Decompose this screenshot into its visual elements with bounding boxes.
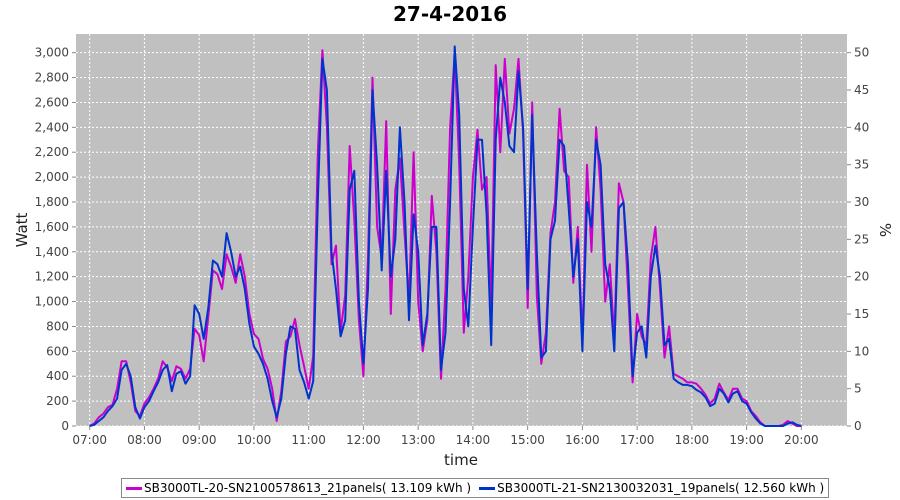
y2-axis-label: % [876,223,894,237]
x-tick-label: 19:00 [729,433,764,447]
x-tick-label: 20:00 [784,433,819,447]
series-line-2 [89,45,802,427]
y-tick-label: 2,400 [35,120,69,134]
x-axis-label: time [444,451,478,469]
y-tick-label: 600 [46,344,69,358]
x-tick-label: 11:00 [291,433,326,447]
y2-tick-label: 5 [854,382,862,396]
y2-tick-label: 20 [854,270,869,284]
x-tick-label: 18:00 [675,433,710,447]
legend-label-series-2: SB3000TL-21-SN2130032031_19panels( 12.56… [497,481,825,495]
y2-tick-label: 0 [854,419,862,433]
y-tick-label: 400 [46,369,69,383]
y2-tick-label: 50 [854,46,869,60]
y-tick-label: 1,800 [35,195,69,209]
y-tick-label: 800 [46,319,69,333]
y-tick-label: 3,000 [35,46,69,60]
y-tick-label: 1,000 [35,295,69,309]
y2-axis: 0 5 10 15 20 25 30 35 40 45 50 [847,46,869,433]
x-tick-label: 07:00 [72,433,107,447]
x-tick-label: 10:00 [237,433,272,447]
y-tick-label: 2,200 [35,145,69,159]
y2-tick-label: 35 [854,158,869,172]
x-tick-label: 09:00 [182,433,217,447]
y-tick-label: 0 [61,419,69,433]
x-tick-label: 15:00 [510,433,545,447]
legend-swatch-series-1 [126,486,142,490]
y-tick-label: 1,400 [35,245,69,259]
x-tick-label: 12:00 [346,433,381,447]
y-tick-label: 2,000 [35,170,69,184]
y-tick-label: 2,600 [35,95,69,109]
legend-item-series-1: SB3000TL-20-SN2100578613_21panels( 13.10… [126,481,471,495]
x-tick-label: 14:00 [456,433,491,447]
chart-title: 27-4-2016 [393,2,507,26]
y-tick-label: 2,800 [35,71,69,85]
legend-swatch-series-2 [479,486,496,490]
y-tick-label: 1,200 [35,270,69,284]
y-axis: 0 200 400 600 800 1,000 1,200 1,400 1,600 1,800 2,… [35,46,76,433]
y-tick-label: 1,600 [35,220,69,234]
series-group [89,45,802,427]
legend-label-series-1: SB3000TL-20-SN2100578613_21panels( 13.10… [144,481,472,495]
y-tick-label: 200 [46,394,69,408]
legend-item-series-2: SB3000TL-21-SN2130032031_19panels( 12.56… [479,481,824,495]
y2-tick-label: 25 [854,232,869,246]
y2-tick-label: 15 [854,307,869,321]
series-line-1 [89,49,802,427]
y2-tick-label: 40 [854,120,869,134]
y2-tick-label: 10 [854,344,869,358]
x-tick-label: 08:00 [127,433,162,447]
x-tick-label: 17:00 [620,433,655,447]
y2-tick-label: 45 [854,83,869,97]
x-axis: 07:00 08:00 09:00 10:00 11:00 12:00 13:00 14:00… [72,426,819,447]
y2-tick-label: 30 [854,195,869,209]
x-tick-label: 13:00 [401,433,436,447]
y-axis-label: Watt [13,212,31,247]
legend: SB3000TL-20-SN2100578613_21panels( 13.10… [121,478,830,498]
x-tick-label: 16:00 [565,433,600,447]
